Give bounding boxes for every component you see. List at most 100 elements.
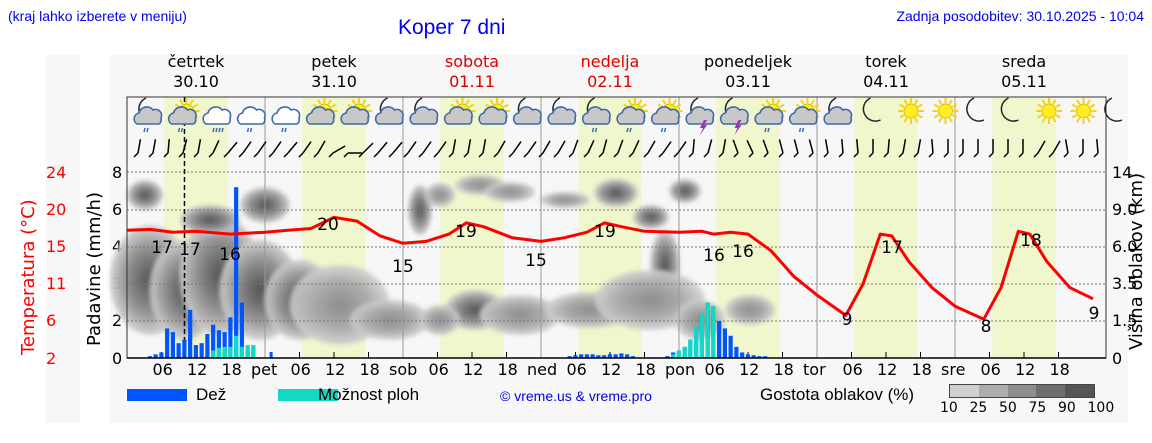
day-name: četrtek [167,52,225,71]
sun-cloud-icon [443,98,476,125]
x-tick: 06 [566,360,587,379]
x-tick: 18 [773,360,794,379]
x-tick: tor [803,360,826,379]
wind-barb-icon [163,138,170,158]
wind-barb-icon [628,139,640,158]
temperature-tick: 20 [46,200,67,219]
wind-barb-icon [448,139,457,158]
day-header-31.10: petek 31.10 [265,52,403,92]
wind-barb-icon [553,140,566,158]
cloud-height-tick: 9.0 [1112,200,1138,219]
wind-barb-icon [568,139,579,158]
day-date: 05.11 [1001,72,1047,91]
weather-icons-row [133,97,1123,135]
cloud-density-label: Gostota oblakov (%) [760,385,915,404]
moon-cloud-thunder-icon [685,97,715,135]
wind-barb-icon [313,140,326,158]
sun-cloud-rain-icon [616,98,648,133]
day-date: 01.11 [449,72,495,91]
x-tick: 18 [911,360,932,379]
moon-cloud-icon [823,97,853,125]
wind-barb-icon [913,139,922,158]
sun-icon [1070,98,1097,124]
wind-barb-icon [343,152,362,158]
wind-barb-icon [208,139,220,158]
day-name: torek [865,52,907,71]
wind-barb-icon [732,139,739,158]
x-tick: 18 [1049,360,1070,379]
moon-icon [1000,97,1019,122]
wind-barb-icon [1003,139,1009,158]
wind-barb-icon [598,139,608,158]
wind-barb-icon [613,139,624,158]
x-tick: sre [941,360,966,379]
copyright-link[interactable]: © vreme.us & vreme.pro [500,388,652,404]
density-tick: 90 [1058,400,1076,416]
wind-barb-icon [238,141,252,158]
day-header-03.11: ponedeljek 03.11 [679,52,817,92]
wind-barb-icon [1048,140,1061,158]
wind-barb-icon [328,145,346,158]
x-tick: 12 [739,360,760,379]
wind-barb-icon [1033,140,1046,158]
svg-text:17: 17 [151,238,173,258]
wind-barb-icon [898,139,907,158]
location-hint: (kraj lahko izberete v meniju) [8,8,187,24]
wind-barb-icon [358,142,374,158]
svg-text:9: 9 [842,310,853,330]
wind-barb-icon [673,141,687,158]
wind-barb-icon [762,139,769,158]
wind-barb-icon [988,139,994,158]
moon-cloud-icon [374,97,404,125]
svg-text:16: 16 [732,242,754,262]
density-tick: 50 [999,400,1017,416]
svg-text:17: 17 [179,240,201,260]
wind-barb-icon [433,141,447,158]
wind-barb-icon [746,139,754,158]
svg-text:19: 19 [594,222,616,242]
wind-barb-icon [718,139,727,158]
moon-icon [862,97,881,122]
day-date: 31.10 [311,72,357,91]
wind-barb-icon [1018,139,1024,158]
wind-barb-icon [268,141,282,158]
x-tick: sob [389,360,418,379]
precipitation-tick: 2 [112,311,123,330]
wind-barb-icon [943,139,949,158]
svg-text:8: 8 [981,317,992,337]
day-name: sreda [1001,52,1047,71]
density-tick: 100 [1087,400,1115,416]
day-name: ponedeljek [704,52,792,71]
x-tick: 18 [221,360,242,379]
sun-cloud-icon [340,98,372,125]
x-tick: 18 [359,360,380,379]
wind-barb-icon [253,141,267,158]
x-tick: pet [251,360,278,379]
svg-text:15: 15 [392,257,414,277]
svg-text:16: 16 [219,245,241,265]
sun-cloud-rain-icon [788,98,821,133]
chart-frame [126,96,1107,359]
day-date: 30.10 [173,72,219,91]
x-tick: 12 [601,360,622,379]
day-header-30.10: četrtek 30.10 [127,52,265,92]
moon-cloud-thunder-icon [719,97,749,135]
svg-text:15: 15 [525,251,547,271]
wind-barb-icon [958,139,964,158]
wind-barb-icon [523,141,537,158]
page-title: Koper 7 dni [398,16,506,39]
wind-barb-icon [133,139,142,158]
cloud-height-tick: 3.5 [1112,274,1138,293]
x-tick: 06 [152,360,173,379]
wind-barb-icon [283,141,298,158]
temperature-tick: 11 [46,274,67,293]
wind-barb-icon [373,141,388,158]
sun-icon [898,98,924,124]
cloud-rain-icon [236,106,266,133]
moon-cloud-icon [547,97,577,125]
sun-cloud-icon [478,98,510,125]
x-tick: 18 [635,360,656,379]
wind-barb-icon [403,141,417,158]
day-header-01.11: sobota 01.11 [403,52,541,92]
wind-barb-icon [493,140,506,158]
